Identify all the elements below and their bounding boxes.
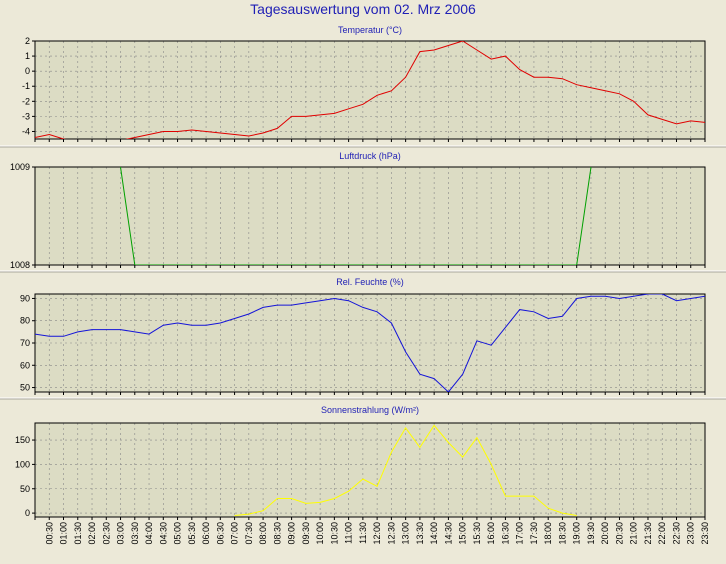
x-tick-label: 19:00 [572, 522, 582, 545]
series-line [234, 424, 577, 516]
y-tick-label: 0 [25, 66, 30, 76]
y-tick-label: 70 [20, 338, 30, 348]
x-tick-label: 00:30 [44, 522, 54, 545]
y-tick-label: 90 [20, 293, 30, 303]
x-tick-label: 11:00 [344, 522, 354, 544]
x-tick-label: 02:30 [101, 522, 111, 545]
x-tick-label: 03:00 [116, 522, 126, 545]
chart-title: Rel. Feuchte (%) [336, 277, 404, 287]
x-tick-label: 04:00 [144, 522, 154, 545]
x-tick-label: 11:30 [358, 522, 368, 544]
x-tick-label: 17:00 [515, 522, 525, 545]
report-title: Tagesauswertung vom 02. Mrz 2006 [250, 1, 476, 17]
chart-title: Sonnenstrahlung (W/m²) [321, 405, 419, 415]
chart-title: Temperatur (°C) [338, 25, 402, 35]
x-tick-label: 07:00 [230, 522, 240, 545]
x-tick-label: 18:30 [557, 522, 567, 545]
x-tick-label: 10:00 [315, 522, 325, 545]
y-tick-label: -3 [22, 111, 30, 121]
y-tick-label: 0 [25, 508, 30, 518]
x-tick-label: 05:00 [173, 522, 183, 545]
x-tick-label: 14:30 [443, 522, 453, 545]
series-line [120, 167, 592, 265]
plot-frame [34, 422, 706, 518]
x-tick-label: 08:30 [272, 522, 282, 545]
x-tick-label: 10:30 [329, 522, 339, 545]
plot-area [35, 41, 705, 139]
y-tick-label: 1 [25, 51, 30, 61]
x-tick-label: 04:30 [158, 522, 168, 545]
x-tick-label: 23:30 [700, 522, 710, 545]
y-tick-label: 1008 [10, 260, 30, 270]
y-tick-label: 50 [20, 383, 30, 393]
y-tick-label: -2 [22, 96, 30, 106]
x-tick-label: 23:00 [686, 522, 696, 545]
x-tick-label: 05:30 [187, 522, 197, 545]
x-tick-label: 15:30 [472, 522, 482, 545]
x-tick-label: 15:00 [458, 522, 468, 545]
plot-area [35, 167, 705, 265]
x-tick-label: 20:30 [614, 522, 624, 545]
x-tick-label: 21:30 [643, 522, 653, 545]
x-tick-label: 21:00 [629, 522, 639, 545]
y-tick-label: 100 [15, 459, 30, 469]
chart-title: Luftdruck (hPa) [339, 151, 401, 161]
plot-frame [34, 40, 706, 140]
series-line [35, 41, 705, 139]
x-tick-label: 22:30 [671, 522, 681, 545]
x-tick-label: 06:00 [201, 522, 211, 545]
series-line [35, 294, 705, 392]
x-tick-label: 02:00 [87, 522, 97, 545]
y-tick-label: 60 [20, 360, 30, 370]
y-tick-label: -1 [22, 81, 30, 91]
y-tick-label: 1009 [10, 162, 30, 172]
plot-frame [34, 293, 706, 393]
y-tick-label: 150 [15, 435, 30, 445]
x-tick-label: 17:30 [529, 522, 539, 545]
x-tick-label: 08:00 [258, 522, 268, 545]
x-tick-label: 09:00 [287, 522, 297, 545]
y-tick-label: -4 [22, 126, 30, 136]
x-tick-label: 01:00 [59, 522, 69, 545]
y-tick-label: 50 [20, 484, 30, 494]
x-tick-label: 01:30 [73, 522, 83, 545]
x-tick-label: 06:30 [215, 522, 225, 545]
x-tick-label: 13:00 [401, 522, 411, 545]
x-tick-label: 16:30 [500, 522, 510, 545]
x-tick-label: 13:30 [415, 522, 425, 545]
x-tick-label: 07:30 [244, 522, 254, 545]
y-tick-label: 2 [25, 36, 30, 46]
plot-area [35, 423, 705, 517]
x-tick-label: 16:00 [486, 522, 496, 545]
x-tick-label: 20:00 [600, 522, 610, 545]
x-tick-label: 12:00 [372, 522, 382, 545]
x-tick-label: 18:00 [543, 522, 553, 545]
x-tick-label: 22:00 [657, 522, 667, 545]
x-tick-label: 19:30 [586, 522, 596, 545]
x-tick-label: 09:30 [301, 522, 311, 545]
x-tick-label: 14:00 [429, 522, 439, 545]
x-tick-label: 12:30 [386, 522, 396, 545]
x-tick-label: 03:30 [130, 522, 140, 545]
y-tick-label: 80 [20, 316, 30, 326]
